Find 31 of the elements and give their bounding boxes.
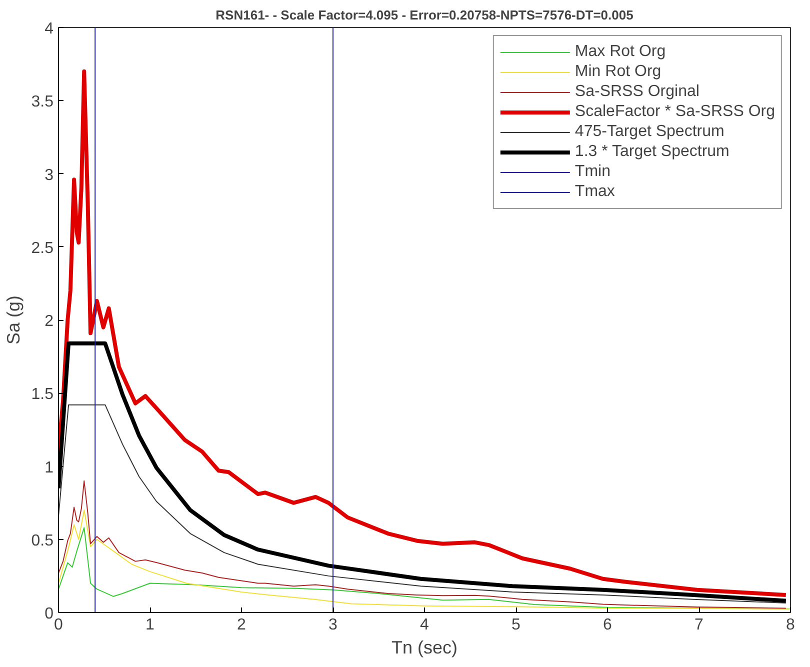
legend-label: Sa-SRSS Orginal — [574, 83, 700, 101]
line-series — [58, 510, 790, 610]
x-tick-label: 7 — [694, 616, 704, 634]
legend-label: 475-Target Spectrum — [574, 123, 724, 141]
y-tick-label: 1 — [44, 459, 54, 476]
x-axis-title: Tn (sec) — [391, 638, 458, 658]
x-tick-label: 8 — [786, 616, 796, 634]
x-tick-label: 3 — [328, 616, 338, 634]
line-series — [58, 480, 786, 609]
line-series — [58, 404, 786, 604]
y-tick-label: 2.5 — [31, 240, 54, 257]
legend-label: 1.3 * Target Spectrum — [574, 143, 730, 161]
legend-label: ScaleFactor * Sa-SRSS Org — [574, 103, 775, 121]
y-tick-label: 3.5 — [31, 94, 54, 111]
legend-label: Tmax — [574, 183, 615, 201]
y-tick-label: 1.5 — [31, 386, 54, 404]
y-tick-label: 3 — [44, 166, 54, 184]
y-tick-label: 4 — [44, 20, 54, 38]
legend-label: Min Rot Org — [574, 63, 662, 81]
y-tick-label: 0.5 — [31, 532, 54, 550]
chart-title: RSN161- - Scale Factor=4.095 - Error=0.20758-NPTS=7576-DT=0.005 — [216, 8, 634, 22]
x-tick-label: 4 — [420, 616, 430, 634]
y-tick-label: 2 — [44, 313, 54, 330]
x-tick-label: 6 — [603, 616, 612, 634]
x-tick-label: 1 — [146, 616, 155, 634]
x-tick-label: 2 — [237, 616, 246, 634]
legend-label: Max Rot Org — [574, 43, 666, 61]
y-tick-label: 0 — [44, 606, 54, 622]
x-tick-label: 5 — [512, 616, 521, 634]
legend-label: Tmin — [574, 163, 610, 181]
y-axis-title: Sa (g) — [3, 295, 24, 345]
